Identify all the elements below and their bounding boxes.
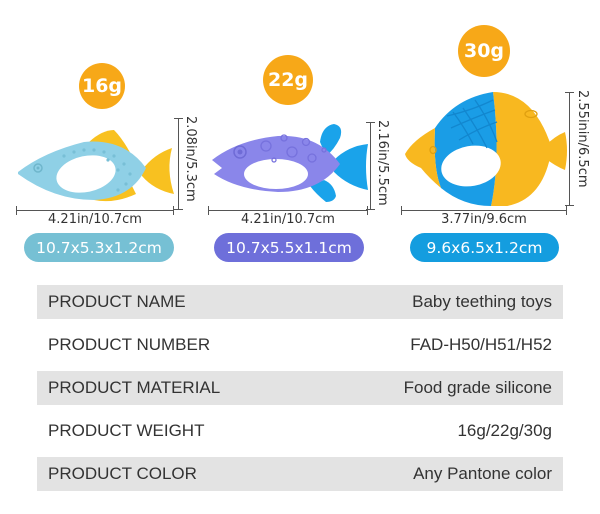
spec-label: PRODUCT MATERIAL (48, 378, 221, 397)
fish-teether-purple-image (212, 124, 368, 202)
fish-teether-blue-image (18, 130, 174, 202)
height-label: 2.55inin/6.5cm (575, 90, 590, 188)
size-pill: 9.6x6.5x1.2cm (410, 233, 559, 262)
width-label: 4.21in/10.7cm (241, 212, 335, 227)
spec-label: PRODUCT NAME (48, 292, 186, 311)
height-dimension-line (366, 122, 375, 210)
width-label: 3.77in/9.6cm (441, 212, 527, 227)
weight-badge: 16g (79, 63, 125, 109)
fish-teether-yellow-blue-image (405, 92, 567, 206)
height-dimension-line (565, 92, 574, 206)
spec-row-name: PRODUCT NAME Baby teething toys (37, 285, 563, 319)
width-dimension-line (16, 206, 174, 215)
weight-badge: 22g (263, 55, 313, 105)
size-pill: 10.7x5.5x1.1cm (214, 233, 364, 262)
spec-row-number: PRODUCT NUMBER FAD-H50/H51/H52 (37, 319, 563, 371)
height-dimension-line (174, 118, 183, 210)
spec-value: Baby teething toys (412, 292, 552, 311)
height-label: 2.08in/5.3cm (183, 116, 198, 202)
weight-badge: 30g (458, 25, 510, 77)
spec-row-color: PRODUCT COLOR Any Pantone color (37, 457, 563, 491)
spec-row-weight: PRODUCT WEIGHT 16g/22g/30g (37, 405, 563, 457)
width-label: 4.21in/10.7cm (48, 212, 142, 227)
spec-table: PRODUCT NAME Baby teething toys PRODUCT … (37, 285, 563, 491)
spec-value: Any Pantone color (413, 464, 552, 483)
spec-value: Food grade silicone (403, 378, 552, 397)
spec-label: PRODUCT WEIGHT (48, 421, 205, 440)
size-pill: 10.7x5.3x1.2cm (24, 233, 174, 262)
height-label: 2.16in/5.5cm (375, 120, 390, 206)
spec-label: PRODUCT COLOR (48, 464, 197, 483)
width-dimension-line (208, 206, 368, 215)
spec-label: PRODUCT NUMBER (48, 335, 211, 354)
spec-value: 16g/22g/30g (457, 421, 552, 440)
spec-value: FAD-H50/H51/H52 (410, 335, 552, 354)
width-dimension-line (401, 206, 567, 215)
spec-row-material: PRODUCT MATERIAL Food grade silicone (37, 371, 563, 405)
